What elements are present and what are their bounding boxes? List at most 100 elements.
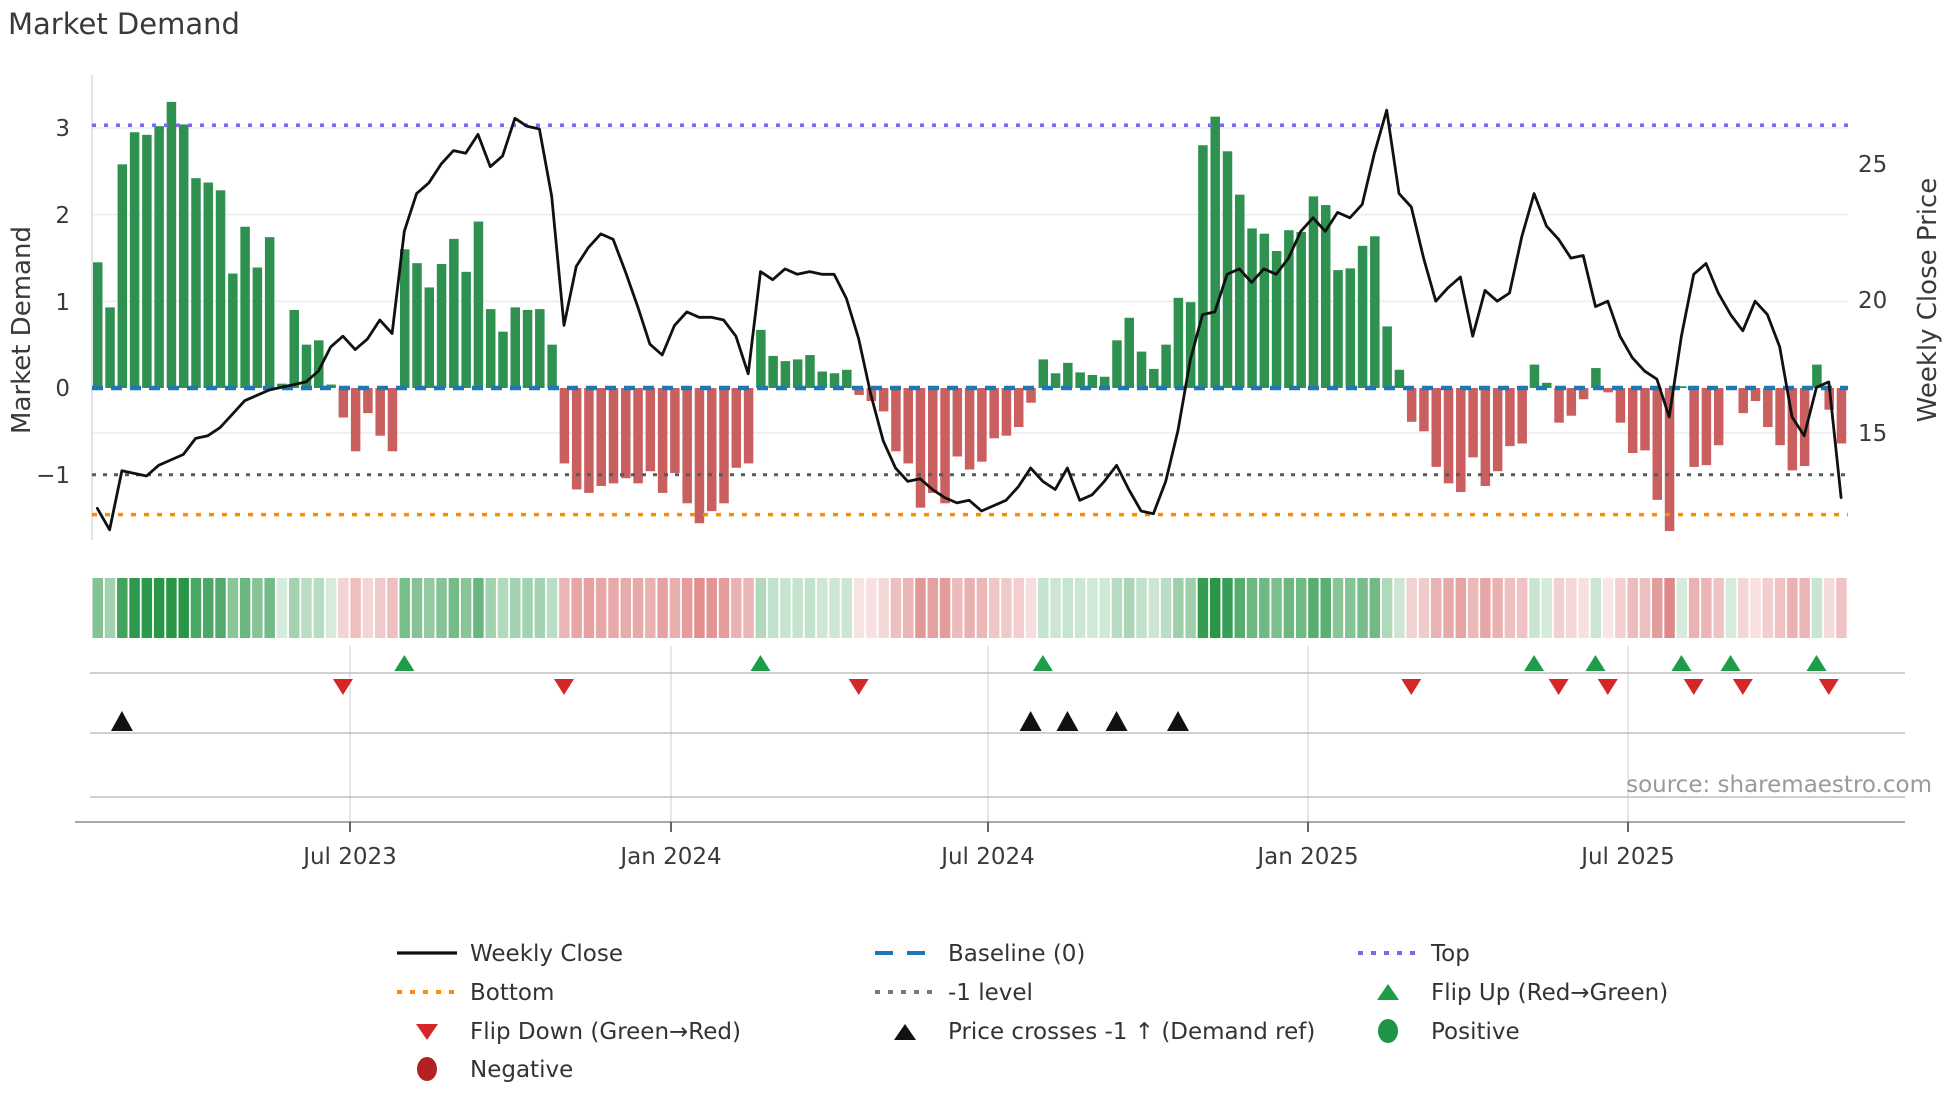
- demand-bar-positive: [301, 344, 312, 388]
- heatmap-cell: [239, 578, 251, 638]
- heatmap-cell: [1418, 578, 1430, 638]
- heatmap-cell: [1504, 578, 1516, 638]
- heatmap-cell: [104, 578, 116, 638]
- price-cross-triangle-icon: [894, 1024, 916, 1040]
- demand-bar-positive: [215, 190, 226, 388]
- demand-bar-positive: [1259, 233, 1270, 388]
- demand-bar-negative: [1566, 388, 1577, 416]
- flip-down-marker: [1683, 679, 1704, 695]
- legend-label: Positive: [1431, 1019, 1520, 1045]
- heatmap-cell: [829, 578, 840, 638]
- demand-bar-negative: [915, 388, 926, 508]
- demand-bar-positive: [1382, 326, 1392, 388]
- heatmap-cell: [1787, 578, 1798, 638]
- demand-bar-negative: [1763, 388, 1773, 428]
- heatmap-cell: [1811, 578, 1823, 638]
- demand-bar-negative: [1443, 388, 1454, 484]
- demand-bar-positive: [1812, 364, 1822, 388]
- demand-bar-positive: [399, 249, 410, 388]
- right-axis-label: Weekly Close Price: [1913, 178, 1943, 423]
- demand-bar-positive: [1112, 340, 1122, 388]
- legend-label: Weekly Close: [470, 941, 623, 967]
- heatmap-cell: [1185, 578, 1196, 638]
- demand-bar-negative: [1517, 388, 1527, 444]
- heatmap-cell: [1762, 578, 1774, 638]
- heatmap-cell: [1836, 578, 1847, 638]
- demand-bar-negative: [719, 388, 729, 504]
- demand-bar-negative: [559, 388, 570, 464]
- heatmap-cell: [1578, 578, 1589, 638]
- x-tick-jan-2024: Jan 2024: [618, 844, 721, 870]
- demand-bar-positive: [1320, 205, 1331, 388]
- demand-bar-negative: [1505, 388, 1515, 447]
- demand-bar-positive: [314, 340, 324, 388]
- heatmap-cell: [1160, 578, 1172, 638]
- source-note: source: sharemaestro.com: [1626, 772, 1932, 798]
- heatmap-cell: [1713, 578, 1724, 638]
- demand-bar-negative: [350, 388, 361, 452]
- heatmap-cell: [288, 578, 300, 638]
- demand-bar-negative: [621, 388, 631, 479]
- demand-bar-positive: [1345, 268, 1356, 388]
- right-tick-25: 25: [1858, 152, 1887, 178]
- demand-bar-negative: [1689, 388, 1699, 467]
- demand-bar-negative: [928, 388, 938, 493]
- demand-bar-negative: [1480, 388, 1491, 486]
- demand-bar-negative: [1615, 388, 1626, 423]
- heatmap-cell: [1320, 578, 1331, 638]
- demand-bar-positive: [498, 331, 508, 388]
- heatmap-cell: [964, 578, 975, 638]
- demand-bars: [93, 101, 1847, 532]
- demand-bar-positive: [547, 344, 557, 388]
- heatmap-cell: [657, 578, 668, 638]
- demand-bar-positive: [1296, 231, 1306, 388]
- demand-bar-negative: [1640, 388, 1650, 451]
- heatmap-cell: [1123, 578, 1135, 638]
- demand-bar-positive: [1308, 196, 1319, 388]
- heatmap-cell: [1308, 578, 1319, 638]
- heatmap-cell: [1467, 578, 1479, 638]
- heatmap-cell: [952, 578, 963, 638]
- right-tick-20: 20: [1858, 288, 1887, 314]
- demand-bar-positive: [424, 287, 435, 388]
- heatmap-cell: [853, 578, 865, 638]
- demand-bar-positive: [178, 124, 189, 388]
- heatmap-cell: [1799, 578, 1810, 638]
- heatmap-cell: [890, 578, 902, 638]
- legend-item-bottom: Bottom: [397, 980, 554, 1006]
- x-tick-jul-2025: Jul 2025: [1579, 844, 1675, 870]
- heatmap-cell: [939, 578, 951, 638]
- heatmap-cell: [1074, 578, 1086, 638]
- demand-bar-negative: [1750, 388, 1761, 402]
- x-tick-jul-2023: Jul 2023: [301, 844, 397, 870]
- heatmap-cell: [866, 578, 877, 638]
- demand-bar-negative: [1419, 388, 1429, 432]
- heatmap-cell: [436, 578, 447, 638]
- demand-bar-positive: [436, 264, 447, 388]
- demand-bar-positive: [166, 101, 177, 388]
- heatmap-cell: [595, 578, 607, 638]
- demand-bar-positive: [240, 226, 250, 388]
- heatmap-cell: [988, 578, 1000, 638]
- positive-dot-icon: [1378, 1019, 1398, 1043]
- heatmap-cell: [1590, 578, 1602, 638]
- flip-up-triangle-icon: [1377, 984, 1399, 1000]
- demand-bar-positive: [1198, 145, 1208, 388]
- legend-label: Negative: [470, 1057, 573, 1083]
- heatmap-cell: [546, 578, 558, 638]
- heatmap-cell: [1430, 578, 1442, 638]
- flip-down-marker: [1732, 679, 1753, 695]
- demand-bar-negative: [1738, 388, 1748, 414]
- heatmap-cell: [1345, 578, 1356, 638]
- gridlines: [91, 75, 1848, 540]
- demand-bar-negative: [1836, 388, 1847, 444]
- heatmap-cell: [252, 578, 263, 638]
- heatmap-cell: [1602, 578, 1614, 638]
- demand-bar-positive: [1591, 368, 1601, 388]
- left-axis-label: Market Demand: [7, 226, 37, 434]
- heatmap-cell: [1516, 578, 1528, 638]
- demand-bar-positive: [1394, 369, 1405, 388]
- heatmap-cell: [1737, 578, 1749, 638]
- heatmap-cell: [1615, 578, 1626, 638]
- demand-bar-negative: [363, 388, 373, 414]
